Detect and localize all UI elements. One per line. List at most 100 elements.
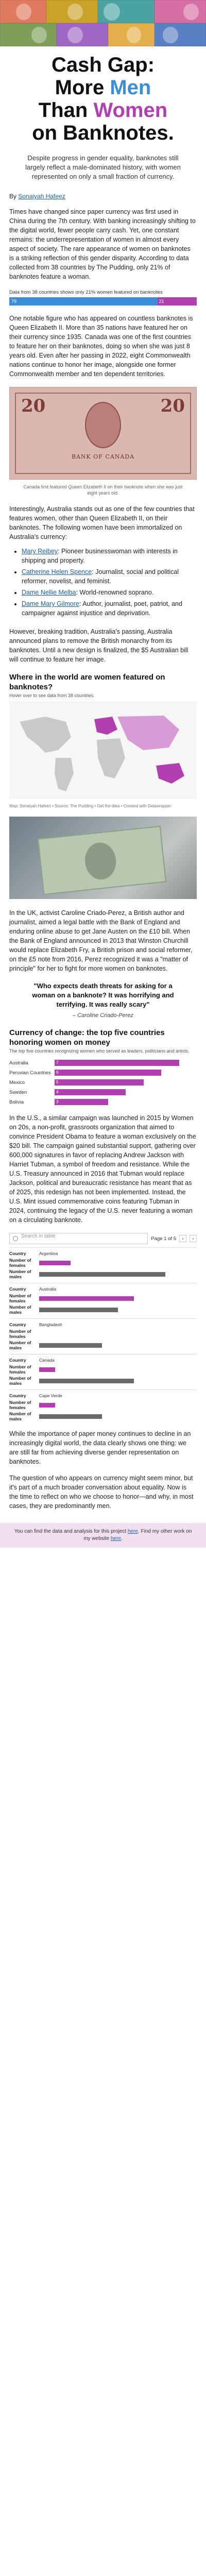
quote-text: "Who expects death threats for asking fo… [32,982,174,1008]
portrait [83,841,118,882]
female-bar [39,1367,55,1372]
female-track [39,1402,197,1408]
country-cell: Country Bangladesh [9,1321,197,1328]
list-item: Dame Nellie Melba: World-renowned sopran… [22,588,197,597]
paragraph: The question of who appears on currency … [9,1475,194,1510]
footer-text: . [121,1536,123,1541]
male-cell: Number of males [9,1268,197,1280]
cell-key: Number of males [9,1411,31,1421]
hbar-title: Currency of change: the top five countri… [9,1028,165,1047]
bar-track: 7 [55,1060,197,1066]
table-controls: Search in table Page 1 of 5 ‹ › [9,1233,197,1244]
title-than: Than [38,99,94,122]
banknote-border [15,393,191,474]
country-table: Country Argentina Number of females Number … [0,1247,206,1422]
female-bar [39,1296,134,1301]
male-cell: Number of males [9,1375,197,1386]
title-more: More [55,76,110,99]
person-link[interactable]: Dame Nellie Melba [22,589,76,596]
men-bar-segment: 79 [9,297,158,306]
person-desc: : Pioneer businesswoman with interests i… [22,548,178,564]
prev-page-button[interactable]: ‹ [179,1235,186,1242]
author-link[interactable]: Sonaiyah Hafeez [18,193,65,200]
queen-portrait [85,402,121,448]
cell-key: Number of females [9,1364,31,1375]
bar-category-label: Mexico [9,1079,25,1086]
bar: 6 [55,1070,161,1076]
female-cell: Number of females [9,1399,197,1411]
image-caption: Canada first featured Queen Elizabeth II… [23,484,183,496]
australia-shape[interactable] [156,763,184,784]
bar-category-label: Bolivia [9,1099,24,1105]
bar-category-label: Sweden [9,1089,27,1095]
website-link[interactable]: here [111,1536,122,1541]
women-bar-segment: 21 [157,297,197,306]
title-women: Women [93,99,168,122]
country-value: Canada [39,1358,55,1363]
table-search-input[interactable]: Search in table [9,1233,148,1244]
bar: 3 [55,1099,108,1105]
bar-row: Mexico 5 [9,1078,197,1087]
cell-key: Number of males [9,1269,31,1279]
page-indicator: Page 1 of 5 [151,1235,176,1242]
female-track [39,1367,197,1372]
data-link[interactable]: here [127,1529,138,1534]
south-america-shape[interactable] [55,758,74,791]
country-cell: Country Canada [9,1357,197,1364]
male-cell: Number of males [9,1304,197,1315]
cell-key: Number of males [9,1376,31,1386]
footer: You can find the data and analysis for t… [0,1523,206,1548]
female-track [39,1332,197,1336]
bar: 5 [55,1079,144,1086]
africa-shape[interactable] [97,738,125,778]
europe-shape[interactable] [94,717,117,735]
quote-cite: – Caroline Criado-Perez [73,1012,133,1019]
bar-row: Peruvian Countries 6 [9,1069,197,1077]
country-value: Argentina [39,1251,58,1256]
list-item: Catherine Helen Spence: Journalist, soci… [22,567,197,586]
paragraph: While the importance of paper money cont… [9,1430,191,1465]
banknote-image [0,23,57,46]
next-page-button[interactable]: › [190,1235,197,1242]
paragraph: One notable figure who has appeared on c… [9,315,193,378]
banknote-image [154,23,206,46]
cell-key: Country [9,1358,26,1363]
north-america-shape[interactable] [20,717,71,753]
world-map[interactable] [9,701,197,799]
cell-key: Number of females [9,1329,31,1339]
male-track [39,1272,197,1277]
male-track [39,1343,197,1348]
denomination: 20 [21,396,46,416]
search-placeholder: Search in table [21,1233,56,1239]
cell-key: Country [9,1286,26,1292]
bar-category-label: Peruvian Countries [9,1070,51,1076]
female-cell: Number of females [9,1328,197,1340]
male-bar [39,1272,165,1277]
person-link[interactable]: Catherine Helen Spence [22,568,92,575]
male-bar [39,1343,102,1348]
australian-women-list: Mary Reibey: Pioneer businesswoman with … [0,547,206,625]
female-bar [39,1260,71,1265]
byline: By Sonaiyah Hafeez [0,189,206,200]
person-link[interactable]: Dame Mary Gilmore [22,600,79,607]
hbar-subtitle: The top five countries recognizing women… [9,1048,190,1054]
map-source: Map: Sonaiyah Hafeez • Source: The Puddi… [9,804,171,808]
banknote-image [57,23,108,46]
male-track [39,1378,197,1383]
list-item: Mary Reibey: Pioneer businesswoman with … [22,547,197,565]
search-icon [13,1236,18,1241]
country-value: Bangladesh [39,1322,62,1327]
banknote-image [154,0,206,23]
paragraph: In the UK, activist Caroline Criado-Pere… [9,909,193,972]
male-bar [39,1378,134,1383]
person-link[interactable]: Mary Reibey [22,548,58,555]
male-track [39,1414,197,1419]
banknote-image [0,0,46,23]
female-cell: Number of females [9,1293,197,1304]
table-row: Country Cape Verde Number of females Number… [9,1389,197,1422]
country-value: Australia [39,1286,57,1292]
person-desc: : Journalist, social and political refor… [22,568,179,585]
country-cell: Country Argentina [9,1250,197,1257]
asia-shape[interactable] [117,716,179,750]
bar: 7 [55,1060,179,1066]
